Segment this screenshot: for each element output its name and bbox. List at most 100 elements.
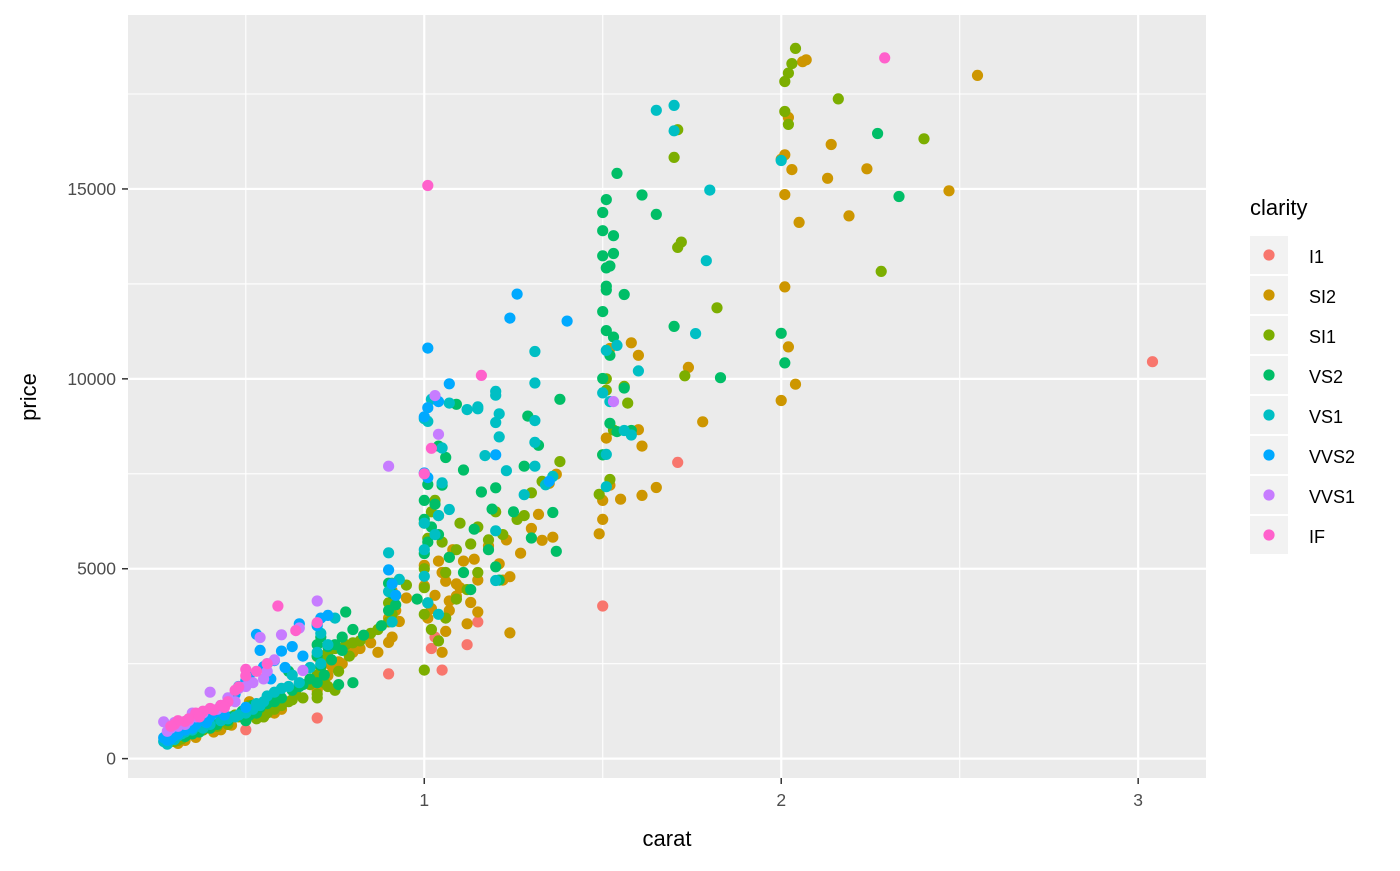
point-vs2 [333, 679, 345, 691]
point-vs2 [457, 464, 470, 476]
legend-dot-vs2 [1263, 369, 1275, 381]
point-si2 [789, 378, 802, 390]
point-vs2 [668, 320, 680, 332]
point-vs1 [386, 616, 398, 628]
point-vs1 [418, 570, 430, 582]
point-vs1 [529, 460, 541, 472]
point-vs2 [347, 623, 359, 636]
legend: clarity I1 SI2 SI1 VS2 VS1 VVS2 VVS1 IF [1250, 195, 1355, 554]
point-si2 [465, 596, 477, 609]
point-if [208, 704, 220, 716]
point-vs2 [457, 566, 470, 579]
point-si2 [400, 592, 412, 604]
point-vs2 [607, 230, 620, 242]
y-tick-label: 0 [106, 749, 116, 769]
point-si2 [625, 337, 637, 349]
point-if [425, 442, 437, 454]
y-axis: 0 5000 10000 15000 [67, 179, 128, 769]
point-vs2 [618, 288, 630, 301]
point-vs2 [604, 417, 616, 429]
point-i1 [436, 664, 448, 676]
point-vs2 [600, 325, 612, 337]
point-si2 [775, 394, 787, 407]
point-vvs2 [386, 578, 398, 590]
point-si1 [622, 397, 634, 409]
point-si2 [457, 555, 470, 567]
point-vs1 [479, 450, 491, 462]
point-vs2 [600, 284, 612, 296]
point-si2 [504, 627, 516, 639]
x-tick-label: 3 [1133, 790, 1143, 810]
point-si2 [593, 528, 605, 540]
point-si1 [786, 58, 798, 70]
point-si2 [697, 416, 709, 428]
legend-label-si1: SI1 [1309, 327, 1336, 347]
point-si2 [468, 553, 480, 565]
point-vs2 [618, 382, 630, 394]
point-vs2 [714, 372, 727, 384]
point-vvs2 [279, 661, 291, 674]
point-vs1 [529, 377, 541, 389]
point-si2 [429, 589, 441, 601]
point-vvs1 [432, 428, 445, 440]
point-vs2 [490, 482, 502, 494]
point-i1 [672, 456, 684, 468]
point-si2 [515, 547, 527, 559]
point-si1 [711, 302, 723, 314]
point-vs1 [418, 517, 430, 529]
point-vs2 [893, 190, 905, 203]
point-si2 [636, 440, 648, 452]
point-si2 [825, 138, 837, 151]
point-i1 [461, 639, 473, 651]
point-vs2 [383, 604, 395, 617]
point-si2 [822, 172, 834, 184]
point-if [879, 52, 891, 64]
point-si1 [832, 93, 844, 105]
point-vvs1 [383, 460, 395, 472]
point-si1 [782, 118, 795, 130]
point-if [193, 711, 205, 723]
point-vs2 [775, 327, 787, 339]
point-si1 [440, 566, 452, 579]
point-si1 [789, 42, 802, 55]
point-vs1 [668, 99, 680, 111]
point-vs2 [325, 654, 338, 666]
point-vs2 [465, 584, 477, 596]
x-axis: 1 2 3 [419, 778, 1143, 810]
point-si1 [593, 488, 605, 500]
point-si2 [800, 54, 812, 66]
point-vs2 [597, 225, 609, 237]
point-i1 [472, 616, 484, 628]
point-si2 [793, 216, 805, 228]
point-vvs2 [511, 288, 523, 300]
point-vs2 [547, 506, 559, 519]
point-vs2 [779, 357, 791, 369]
point-vs1 [422, 597, 434, 609]
point-if [261, 658, 273, 670]
legend-label-vvs1: VVS1 [1309, 487, 1355, 507]
point-vvs2 [254, 644, 266, 657]
grid-major [128, 15, 1206, 778]
point-vs1 [311, 646, 323, 658]
point-vvs1 [311, 595, 323, 607]
point-if [418, 468, 430, 480]
point-i1 [1146, 356, 1159, 368]
point-vs1 [286, 669, 298, 681]
point-si2 [525, 522, 538, 535]
point-vs1 [383, 547, 395, 559]
legend-label-si2: SI2 [1309, 287, 1336, 307]
point-si2 [461, 618, 473, 630]
point-si2 [532, 508, 545, 520]
point-vs2 [525, 532, 538, 544]
point-vs2 [597, 306, 609, 318]
point-vs1 [493, 408, 505, 420]
point-vs1 [315, 658, 327, 670]
point-vvs2 [240, 701, 252, 714]
point-si1 [418, 664, 430, 676]
legend-title: clarity [1250, 195, 1307, 220]
point-vs2 [358, 629, 370, 641]
point-vs2 [475, 486, 487, 498]
point-vvs2 [443, 378, 455, 390]
point-if [165, 720, 177, 732]
point-si2 [650, 481, 662, 494]
